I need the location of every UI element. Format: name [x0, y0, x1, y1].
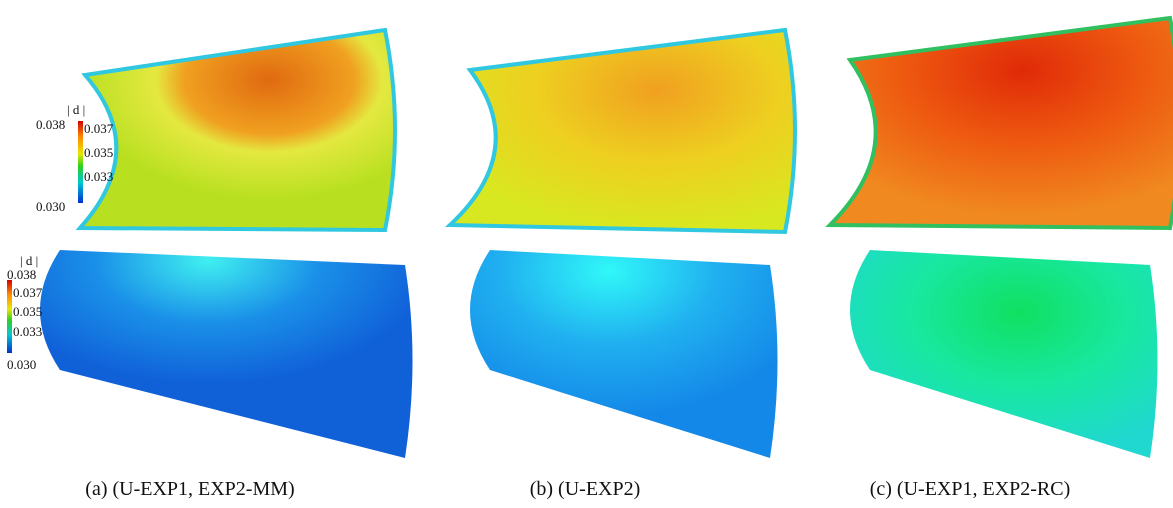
caption: (b) (U-EXP2) [530, 478, 641, 500]
render-top [445, 27, 797, 235]
panel-b [445, 27, 797, 458]
caption: (a) (U-EXP1, EXP2-MM) [85, 478, 294, 500]
panel-c [825, 15, 1173, 458]
panel-a [40, 27, 413, 458]
colorbar-tick: 0.035 [84, 145, 113, 160]
colorbar-tick: 0.033 [84, 169, 113, 184]
colorbar-tick: 0.035 [13, 304, 42, 319]
render-bottom [850, 250, 1158, 458]
colorbar-tick: 0.038 [36, 117, 65, 132]
render-bottom [470, 250, 778, 458]
colorbar-bottom: | d | 0.038 0.037 0.035 0.033 0.030 [7, 253, 43, 372]
colorbar-tick: 0.037 [84, 121, 114, 136]
caption: (c) (U-EXP1, EXP2-RC) [870, 478, 1071, 500]
colorbar-title: | d | [20, 253, 38, 268]
colorbar-tick: 0.037 [13, 285, 43, 300]
colorbar [78, 121, 83, 203]
colorbar-tick: 0.033 [13, 324, 42, 339]
colorbar-top: | d | 0.038 0.037 0.035 0.033 0.030 [36, 102, 114, 214]
colorbar-tick: 0.038 [7, 267, 36, 282]
colorbar-tick: 0.030 [36, 199, 65, 214]
colorbar [7, 280, 12, 353]
render-top [825, 15, 1173, 231]
colorbar-title: | d | [67, 102, 85, 117]
render-bottom [40, 250, 413, 458]
colorbar-tick: 0.030 [7, 357, 36, 372]
render-top [75, 27, 397, 233]
